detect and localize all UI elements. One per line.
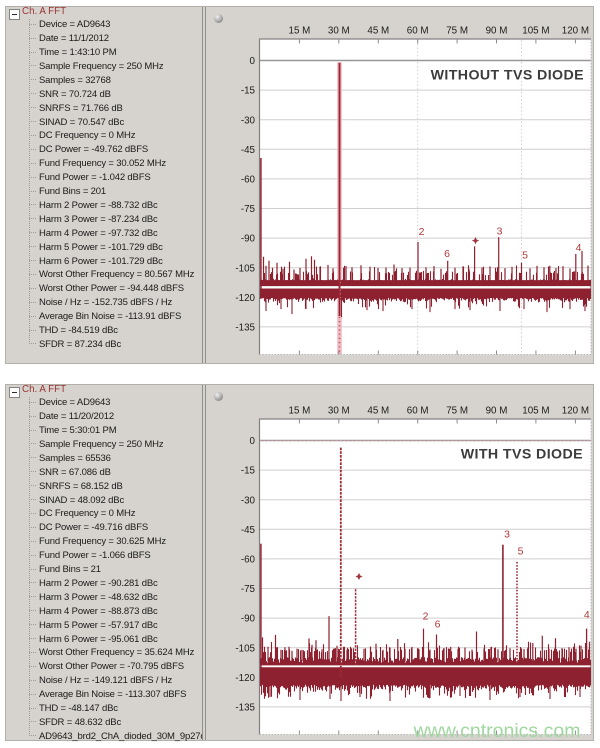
svg-text:-45: -45 (241, 145, 256, 156)
svg-text:-30: -30 (241, 495, 256, 506)
svg-text:-60: -60 (241, 175, 256, 186)
svg-text:WITH TVS DIODE: WITH TVS DIODE (461, 447, 583, 463)
svg-text:-120: -120 (235, 293, 255, 304)
svg-text:5: 5 (522, 250, 528, 262)
svg-text:4: 4 (576, 242, 582, 254)
svg-text:0: 0 (250, 436, 256, 447)
svg-text:6: 6 (444, 248, 450, 260)
svg-text:3: 3 (504, 529, 510, 541)
svg-text:2: 2 (423, 611, 429, 623)
svg-text:45 M: 45 M (367, 406, 389, 417)
svg-text:WITHOUT TVS DIODE: WITHOUT TVS DIODE (431, 68, 584, 84)
svg-text:15 M: 15 M (289, 406, 311, 417)
svg-text:60 M: 60 M (407, 26, 429, 37)
svg-text:-45: -45 (241, 525, 256, 536)
svg-text:-15: -15 (241, 466, 256, 477)
svg-text:30 M: 30 M (328, 26, 350, 37)
svg-text:6: 6 (435, 619, 441, 631)
svg-text:-135: -135 (235, 703, 255, 714)
svg-text:120 M: 120 M (562, 26, 589, 37)
svg-text:-105: -105 (235, 643, 255, 654)
svg-text:15 M: 15 M (289, 26, 311, 37)
svg-text:75 M: 75 M (446, 26, 468, 37)
svg-text:-75: -75 (241, 204, 256, 215)
svg-text:-75: -75 (241, 584, 256, 595)
svg-text:-120: -120 (235, 673, 255, 684)
svg-text:60 M: 60 M (407, 406, 429, 417)
svg-text:-15: -15 (241, 86, 256, 97)
svg-text:-90: -90 (241, 234, 256, 245)
svg-text:-135: -135 (235, 323, 255, 334)
svg-text:30 M: 30 M (328, 406, 350, 417)
svg-text:2: 2 (419, 226, 425, 238)
svg-text:-90: -90 (241, 614, 256, 625)
svg-text:45 M: 45 M (367, 26, 389, 37)
svg-text:0: 0 (250, 56, 256, 67)
svg-text:90 M: 90 M (486, 406, 508, 417)
svg-text:3: 3 (497, 226, 503, 238)
svg-text:105 M: 105 M (522, 406, 549, 417)
svg-text:75 M: 75 M (446, 406, 468, 417)
svg-text:-30: -30 (241, 115, 256, 126)
svg-text:-105: -105 (235, 263, 255, 274)
svg-text:www.cntronics.com: www.cntronics.com (413, 720, 581, 742)
svg-text:5: 5 (518, 546, 524, 558)
svg-text:4: 4 (584, 609, 590, 621)
svg-text:-60: -60 (241, 555, 256, 566)
svg-text:120 M: 120 M (562, 406, 589, 417)
svg-text:90 M: 90 M (486, 26, 508, 37)
svg-text:105 M: 105 M (522, 26, 549, 37)
